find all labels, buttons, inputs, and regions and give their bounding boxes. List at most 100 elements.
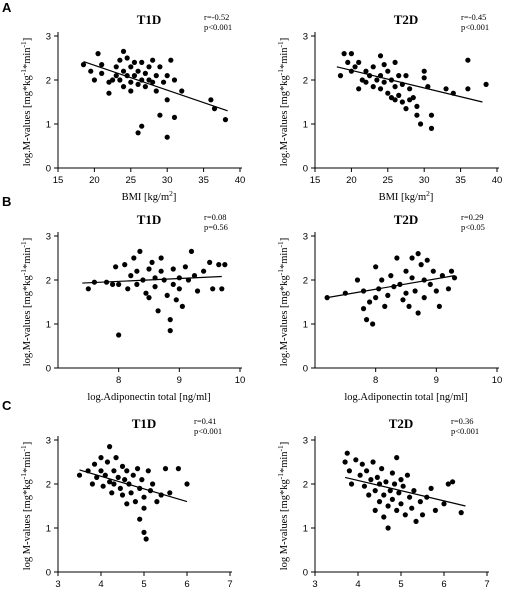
x-tick-label: 4 <box>355 579 360 590</box>
data-point <box>385 525 391 531</box>
data-point <box>421 68 427 74</box>
data-point <box>124 501 130 507</box>
data-point <box>141 529 147 536</box>
chart-a-t2d: T2D 0 1 2 3 15 20 25 30 35 40 BMI [kg/m2] log.M-valu… <box>276 12 503 203</box>
y-tick-label: 1 <box>303 523 308 534</box>
data-point <box>98 468 104 474</box>
data-point <box>411 488 417 494</box>
data-point <box>89 481 95 487</box>
data-point <box>373 264 379 270</box>
stat-label: r=0.08 <box>204 212 227 222</box>
data-point <box>381 79 387 85</box>
data-point <box>398 501 404 507</box>
data-point <box>396 490 402 496</box>
data-point <box>415 251 421 257</box>
regression-line <box>83 60 228 112</box>
data-point <box>370 321 376 327</box>
data-point <box>128 490 134 496</box>
data-point <box>137 516 143 522</box>
data-point <box>139 59 145 65</box>
data-point <box>117 57 123 63</box>
data-point <box>155 308 161 314</box>
data-point <box>400 483 406 489</box>
data-point <box>389 496 395 502</box>
data-point <box>357 472 363 478</box>
regression-line <box>82 275 222 284</box>
data-point <box>100 483 106 489</box>
data-point <box>383 479 389 485</box>
data-point <box>409 505 415 511</box>
data-point <box>392 59 398 65</box>
data-point <box>125 286 131 292</box>
data-point <box>379 466 385 472</box>
data-point <box>404 472 411 478</box>
chart-b-t2d: T2D 0 1 2 3 8 9 10 log.Adiponectin total [ng/ml]… <box>276 212 503 403</box>
data-point <box>115 474 121 480</box>
data-point <box>120 68 127 74</box>
x-tick-label: 20 <box>89 175 100 186</box>
x-tick-label: 15 <box>53 175 64 186</box>
data-point <box>409 275 415 281</box>
data-point <box>111 468 117 474</box>
y-tick-label: 0 <box>303 363 308 374</box>
data-point <box>348 481 355 487</box>
data-point <box>363 79 369 85</box>
chart-a-t1d: T1D 0 1 2 3 15 20 25 30 35 40 BMI [kg/m2] log.M-valu… <box>19 12 246 203</box>
data-point <box>116 332 122 338</box>
data-point <box>410 95 416 101</box>
data-point <box>137 248 143 254</box>
data-point <box>104 459 111 465</box>
x-tick-label: 15 <box>310 175 321 186</box>
data-point <box>143 536 149 542</box>
stat-label: p<0.001 <box>461 22 489 32</box>
data-point <box>392 97 398 103</box>
x-tick-label: 3 <box>55 579 60 590</box>
data-point <box>85 286 91 292</box>
data-point <box>398 477 404 483</box>
x-tick-label: 5 <box>141 579 146 590</box>
data-point <box>427 281 433 287</box>
data-point <box>394 507 400 513</box>
data-point <box>341 51 347 57</box>
data-point <box>376 499 383 505</box>
data-point <box>413 518 419 525</box>
x-tick-label: 4 <box>98 579 103 590</box>
data-point <box>170 266 176 272</box>
y-tick-label: 2 <box>46 479 51 490</box>
data-point <box>407 494 413 500</box>
y-axis-label: log.M-values [mg*kg-1*min-1] <box>276 238 291 367</box>
y-tick-label: 3 <box>303 435 308 446</box>
regression-line <box>327 275 455 299</box>
data-point <box>363 68 369 74</box>
data-point <box>171 114 178 120</box>
data-point <box>403 290 409 296</box>
data-point <box>128 79 134 85</box>
data-point <box>131 73 138 79</box>
y-tick-label: 2 <box>303 275 308 286</box>
data-point <box>99 70 105 76</box>
y-axis-label: log.M-values [mg*kg-1*min-1] <box>276 38 291 167</box>
data-point <box>113 64 119 70</box>
data-point <box>445 481 451 487</box>
data-point <box>110 281 116 287</box>
data-point <box>396 92 402 98</box>
data-point <box>379 277 385 283</box>
data-point <box>141 494 147 500</box>
data-point <box>381 514 387 520</box>
data-point <box>134 466 141 472</box>
data-point <box>150 481 156 487</box>
data-point <box>134 281 140 287</box>
x-tick-label: 30 <box>162 175 173 186</box>
data-point <box>436 303 442 309</box>
x-tick-label: 10 <box>492 375 503 386</box>
chart-title: T2D <box>389 416 414 431</box>
data-point <box>360 306 367 312</box>
x-axis-label: log.Adiponectin total [ng/ml] <box>344 392 467 403</box>
data-point <box>430 268 436 274</box>
data-point <box>219 286 225 292</box>
data-point <box>394 255 400 261</box>
data-point <box>210 286 216 292</box>
data-point <box>433 288 439 294</box>
data-point <box>149 259 155 265</box>
data-point <box>445 286 452 292</box>
